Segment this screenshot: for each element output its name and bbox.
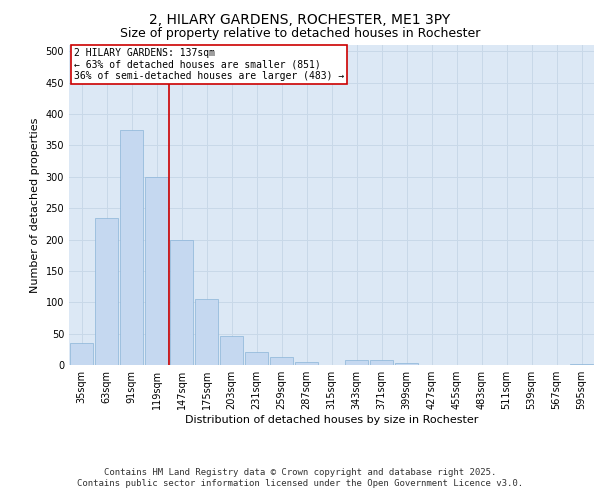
Text: Size of property relative to detached houses in Rochester: Size of property relative to detached ho… xyxy=(120,28,480,40)
Y-axis label: Number of detached properties: Number of detached properties xyxy=(30,118,40,292)
Bar xyxy=(295,362,318,365)
Text: 2, HILARY GARDENS, ROCHESTER, ME1 3PY: 2, HILARY GARDENS, ROCHESTER, ME1 3PY xyxy=(149,12,451,26)
Bar xyxy=(170,240,193,365)
Bar xyxy=(370,360,393,365)
Bar xyxy=(220,336,243,365)
Bar xyxy=(570,364,593,365)
X-axis label: Distribution of detached houses by size in Rochester: Distribution of detached houses by size … xyxy=(185,415,478,425)
Bar xyxy=(145,177,168,365)
Bar xyxy=(195,299,218,365)
Bar xyxy=(120,130,143,365)
Bar xyxy=(70,343,93,365)
Bar xyxy=(345,360,368,365)
Bar xyxy=(95,218,118,365)
Text: 2 HILARY GARDENS: 137sqm
← 63% of detached houses are smaller (851)
36% of semi-: 2 HILARY GARDENS: 137sqm ← 63% of detach… xyxy=(74,48,344,82)
Bar xyxy=(270,358,293,365)
Bar xyxy=(245,352,268,365)
Bar xyxy=(395,363,418,365)
Text: Contains HM Land Registry data © Crown copyright and database right 2025.
Contai: Contains HM Land Registry data © Crown c… xyxy=(77,468,523,487)
